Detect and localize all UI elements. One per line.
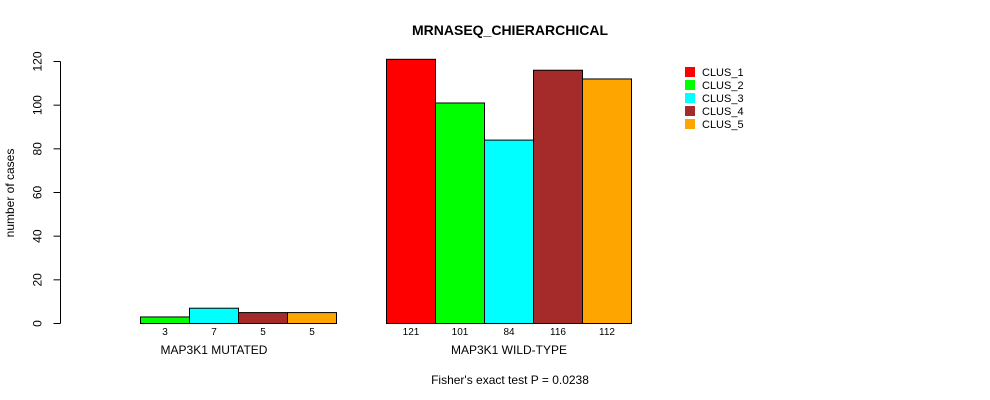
y-tick-label: 80: [31, 142, 45, 156]
bar-clus-3-group-2: [484, 139, 534, 324]
legend-swatch: [685, 80, 695, 90]
bars: [140, 58, 632, 325]
bar-clus-4-group-2: [533, 69, 583, 324]
y-tick-label: 20: [31, 273, 45, 287]
legend-label: CLUS_4: [702, 106, 744, 118]
y-axis-label: number of cases: [3, 149, 17, 238]
group-labels: MAP3K1 MUTATED MAP3K1 WILD-TYPE: [161, 343, 567, 357]
bar-clus-4-group-1: [238, 312, 288, 325]
legend-swatch: [685, 106, 695, 116]
count-label: 116: [550, 327, 566, 338]
chart-title: MRNASEQ_CHIERARCHICAL: [412, 22, 608, 38]
count-label: 121: [403, 327, 420, 338]
count-label: 7: [211, 327, 217, 338]
legend-label: CLUS_1: [702, 67, 744, 79]
y-tick-label: 120: [31, 51, 45, 71]
count-label: 101: [452, 327, 469, 338]
y-tick-label: 100: [31, 95, 45, 115]
count-label: 3: [162, 327, 168, 338]
legend-swatch: [685, 119, 695, 129]
bar-clus-2-group-2: [435, 102, 485, 324]
legend-label: CLUS_5: [702, 119, 744, 131]
fisher-test-footnote: Fisher's exact test P = 0.0238: [431, 373, 589, 387]
count-label: 84: [503, 327, 515, 338]
bar-clus-3-group-1: [189, 307, 239, 325]
y-axis: 0 20 40 60 80 100 120: [31, 51, 61, 327]
count-labels: 3 7 5 5 121 101 84 116 112: [162, 327, 615, 338]
count-label: 112: [599, 327, 615, 338]
y-tick-label: 60: [31, 186, 45, 200]
count-label: 5: [260, 327, 266, 338]
legend-swatch: [685, 67, 695, 77]
bar-clus-5-group-2: [582, 78, 632, 325]
count-label: 5: [309, 327, 315, 338]
y-tick-label: 0: [31, 320, 45, 327]
group-label: MAP3K1 WILD-TYPE: [451, 343, 567, 357]
bar-clus-5-group-1: [287, 312, 337, 325]
legend-swatch: [685, 93, 695, 103]
y-tick-label: 40: [31, 229, 45, 243]
bar-clus-2-group-1: [140, 316, 190, 325]
bar-clus-1-group-2: [386, 58, 436, 324]
legend-label: CLUS_3: [702, 93, 744, 105]
legend-label: CLUS_2: [702, 80, 744, 92]
group-label: MAP3K1 MUTATED: [161, 343, 268, 357]
